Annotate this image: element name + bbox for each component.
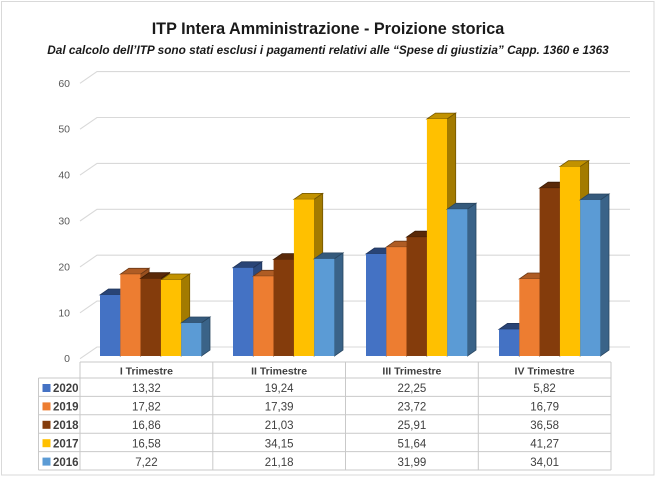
svg-text:19,24: 19,24	[265, 383, 294, 395]
svg-text:7,22: 7,22	[135, 457, 157, 469]
svg-text:21,18: 21,18	[265, 457, 294, 469]
svg-text:16,86: 16,86	[132, 420, 161, 432]
svg-text:2020: 2020	[53, 383, 79, 395]
svg-text:16,58: 16,58	[132, 438, 161, 450]
svg-text:2017: 2017	[53, 438, 79, 450]
svg-text:60: 60	[58, 78, 70, 90]
svg-text:2019: 2019	[53, 402, 79, 414]
svg-text:17,82: 17,82	[132, 402, 161, 414]
svg-text:50: 50	[58, 124, 70, 136]
svg-text:34,01: 34,01	[530, 457, 559, 469]
svg-text:25,91: 25,91	[398, 420, 427, 432]
svg-text:5,82: 5,82	[533, 383, 555, 395]
svg-text:51,64: 51,64	[398, 438, 427, 450]
svg-text:II Trimestre: II Trimestre	[251, 366, 307, 378]
svg-text:21,03: 21,03	[265, 420, 294, 432]
svg-text:23,72: 23,72	[398, 402, 427, 414]
svg-text:20: 20	[58, 261, 70, 273]
svg-text:40: 40	[58, 170, 70, 182]
svg-text:0: 0	[64, 353, 70, 365]
svg-text:41,27: 41,27	[530, 438, 559, 450]
svg-text:22,25: 22,25	[398, 383, 427, 395]
svg-text:17,39: 17,39	[265, 402, 294, 414]
svg-text:36,58: 36,58	[530, 420, 559, 432]
svg-text:31,99: 31,99	[398, 457, 427, 469]
svg-text:30: 30	[58, 216, 70, 228]
svg-text:IV Trimestre: IV Trimestre	[515, 366, 575, 378]
svg-text:2018: 2018	[53, 420, 79, 432]
svg-text:34,15: 34,15	[265, 438, 294, 450]
svg-text:I Trimestre: I Trimestre	[120, 366, 173, 378]
svg-text:III Trimestre: III Trimestre	[382, 366, 441, 378]
svg-text:13,32: 13,32	[132, 383, 161, 395]
svg-text:2016: 2016	[53, 457, 79, 469]
svg-text:16,79: 16,79	[530, 402, 559, 414]
svg-text:10: 10	[58, 307, 70, 319]
